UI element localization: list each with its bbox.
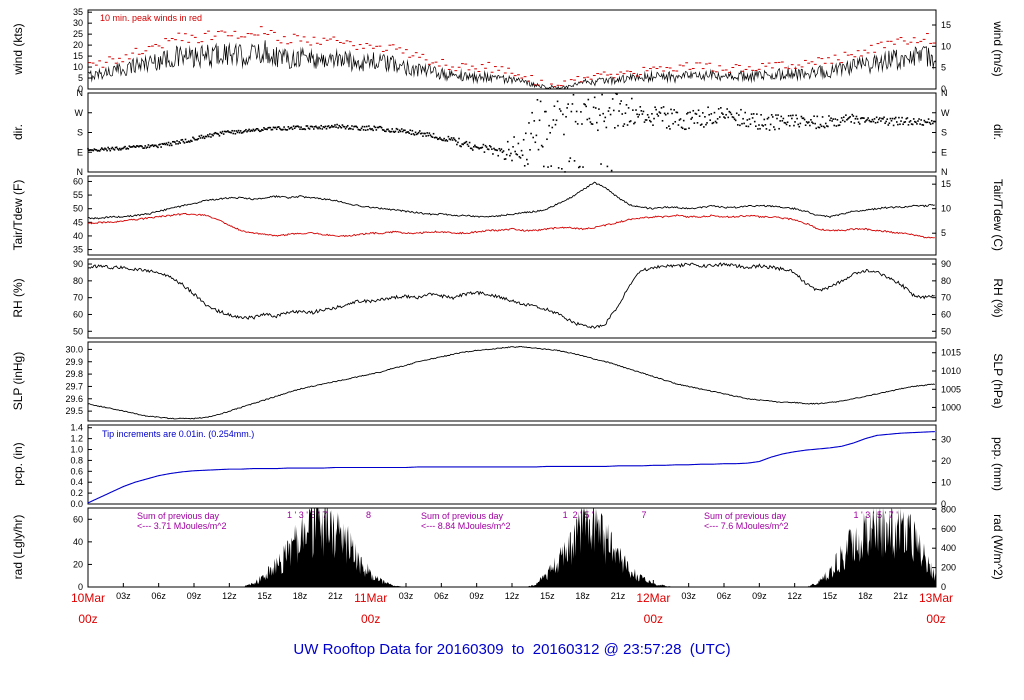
annotation-line: Sum of previous day xyxy=(137,511,220,521)
tip-increments-note: Tip increments are 0.01in. (0.254mm.) xyxy=(102,429,255,439)
x-tick-label: 09z xyxy=(186,591,202,601)
x-day-label-hour: 00z xyxy=(360,612,381,626)
x-day-label-date: 13Mar xyxy=(918,591,953,605)
x-tick-label: 06z xyxy=(434,591,449,601)
x-day-label-hour: 00z xyxy=(78,612,98,626)
x-day-label-date: 12Mar xyxy=(636,591,671,605)
x-tick-label: 06z xyxy=(151,591,166,601)
peak-winds-note: 10 min. peak winds in red xyxy=(100,13,203,23)
x-tick-label: 03z xyxy=(398,591,414,601)
x-day-label: 11Mar 00z xyxy=(345,591,397,626)
x-tick-label: 12z xyxy=(787,591,802,601)
x-tick-label: 15z xyxy=(822,591,838,601)
radiation-sum-annotation-day2: Sum of previous day <--- 8.84 MJoules/m^… xyxy=(421,511,511,531)
axis-label-rad-wm2: rad (W/m^2) xyxy=(991,514,1005,580)
x-tick-label: 12z xyxy=(504,591,520,601)
x-day-label: 13Mar 00z xyxy=(910,591,962,626)
x-tick-label: 15z xyxy=(257,591,272,601)
x-day-label-hour: 00z xyxy=(926,612,946,626)
x-day-label-date: 11Mar xyxy=(354,591,388,605)
x-tick-label: 18z xyxy=(858,591,873,601)
annotation-line: <--- 7.6 MJoules/m^2 xyxy=(704,521,789,531)
x-tick-label: 18z xyxy=(292,591,308,601)
axis-label-rad-lgly: rad (Lgly/hr) xyxy=(11,514,25,580)
x-tick-label: 03z xyxy=(681,591,696,601)
x-tick-label: 03z xyxy=(116,591,131,601)
annotation-line: <--- 3.71 MJoules/m^2 xyxy=(137,521,227,531)
x-day-label: 10Mar 00z xyxy=(62,591,114,626)
radiation-sum-annotation-day3: Sum of previous day <--- 7.6 MJoules/m^2 xyxy=(704,511,789,531)
annotation-line: Sum of previous day xyxy=(421,511,504,521)
x-tick-label: 21z xyxy=(893,591,908,601)
x-day-label-date: 10Mar xyxy=(70,591,105,605)
x-tick-label: 21z xyxy=(610,591,626,601)
x-tick-label: 18z xyxy=(575,591,590,601)
chart-title: UW Rooftop Data for 20160309 to 20160312… xyxy=(293,641,731,658)
x-tick-label: 09z xyxy=(752,591,767,601)
x-tick-label: 21z xyxy=(328,591,343,601)
x-day-label: 12Mar 00z xyxy=(627,591,679,626)
annotation-line: <--- 8.84 MJoules/m^2 xyxy=(421,521,511,531)
x-day-label-hour: 00z xyxy=(643,612,663,626)
radiation-sum-annotation-day1: Sum of previous day <--- 3.71 MJoules/m^… xyxy=(137,511,227,531)
x-tick-label: 06z xyxy=(716,591,732,601)
x-tick-label: 12z xyxy=(222,591,237,601)
x-tick-label: 09z xyxy=(469,591,484,601)
x-tick-label: 15z xyxy=(540,591,555,601)
annotation-line: Sum of previous day xyxy=(704,511,787,521)
